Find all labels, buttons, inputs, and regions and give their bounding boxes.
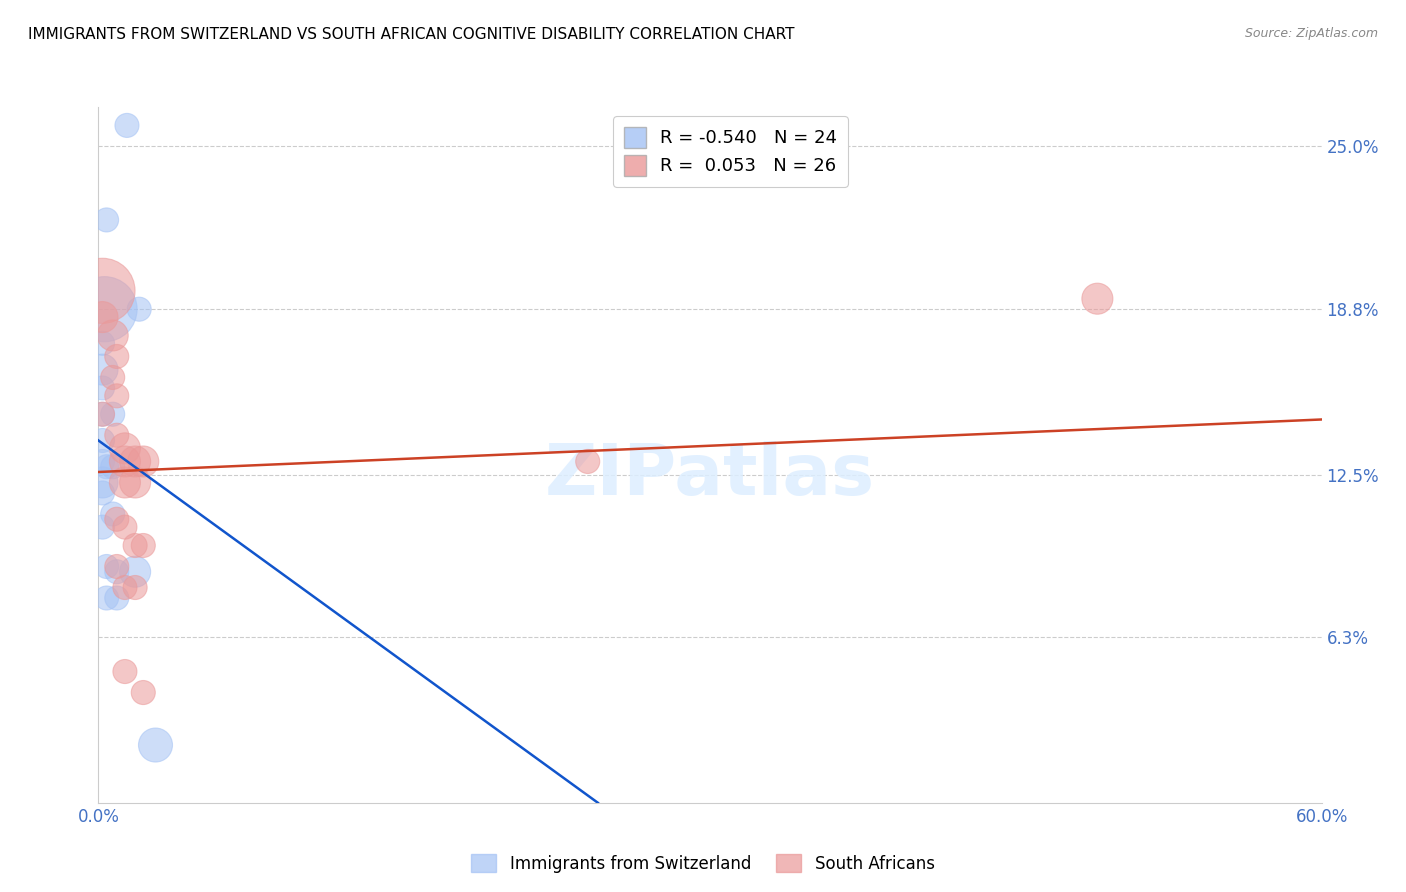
Point: [96, 591, 118, 605]
Point: [105, 428, 128, 442]
Point: [93, 302, 115, 317]
Point: [124, 581, 146, 595]
Point: [105, 55, 128, 70]
Point: [96, 213, 118, 227]
Point: [91, 381, 114, 395]
Point: [101, 459, 124, 474]
Point: [132, 454, 155, 468]
Point: [114, 581, 136, 595]
Point: [96, 459, 118, 474]
Point: [114, 454, 136, 468]
Point: [91, 284, 114, 298]
Point: [101, 507, 124, 521]
Point: [114, 665, 136, 679]
Point: [91, 434, 114, 448]
Point: [91, 362, 114, 376]
Point: [101, 328, 124, 343]
Point: [124, 539, 146, 553]
Point: [91, 454, 114, 468]
Point: [124, 565, 146, 579]
Point: [115, 119, 138, 133]
Point: [105, 389, 128, 403]
Point: [132, 539, 155, 553]
Legend: R = -0.540   N = 24, R =  0.053   N = 26: R = -0.540 N = 24, R = 0.053 N = 26: [613, 116, 848, 186]
Point: [91, 486, 114, 500]
Point: [114, 442, 136, 456]
Point: [124, 475, 146, 490]
Legend: Immigrants from Switzerland, South Africans: Immigrants from Switzerland, South Afric…: [465, 847, 941, 880]
Point: [101, 407, 124, 421]
Point: [96, 559, 118, 574]
Point: [91, 310, 114, 324]
Point: [114, 475, 136, 490]
Point: [1085, 292, 1108, 306]
Point: [91, 336, 114, 351]
Text: IMMIGRANTS FROM SWITZERLAND VS SOUTH AFRICAN COGNITIVE DISABILITY CORRELATION CH: IMMIGRANTS FROM SWITZERLAND VS SOUTH AFR…: [28, 27, 794, 42]
Point: [145, 738, 167, 752]
Point: [105, 591, 128, 605]
Point: [105, 512, 128, 526]
Point: [124, 454, 146, 468]
Point: [105, 559, 128, 574]
Point: [91, 407, 114, 421]
Point: [105, 350, 128, 364]
Point: [101, 370, 124, 384]
Point: [91, 520, 114, 534]
Point: [576, 454, 599, 468]
Point: [128, 302, 150, 317]
Text: ZIPatlas: ZIPatlas: [546, 442, 875, 510]
Point: [91, 407, 114, 421]
Text: Source: ZipAtlas.com: Source: ZipAtlas.com: [1244, 27, 1378, 40]
Point: [132, 685, 155, 699]
Point: [110, 81, 132, 95]
Point: [105, 565, 128, 579]
Point: [114, 520, 136, 534]
Point: [91, 475, 114, 490]
